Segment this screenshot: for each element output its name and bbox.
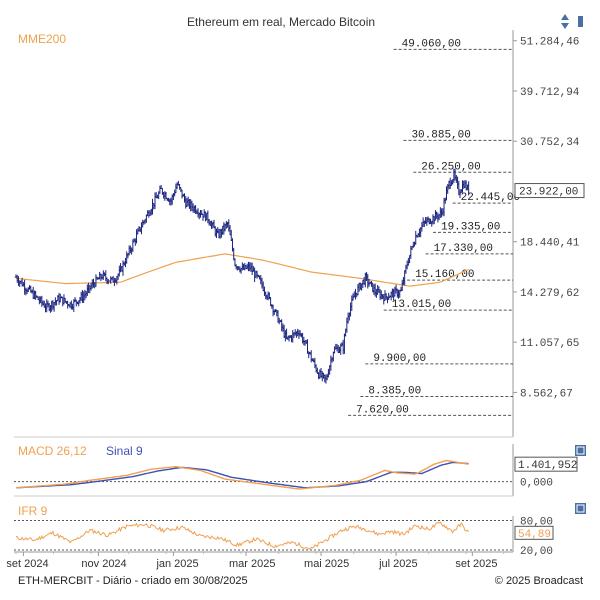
ifr-y-tick-label: 20,00 <box>520 546 553 558</box>
level-label: 15.160,00 <box>415 269 474 281</box>
price-panel: MME200 51.284,46 39.712,94 30.752,34 18.440… <box>14 30 585 438</box>
level-label: 30.885,00 <box>411 129 470 141</box>
scroll-indicator[interactable] <box>578 16 583 27</box>
x-tick-label: mar 2025 <box>229 558 275 570</box>
level-label: 22.445,00 <box>461 192 520 204</box>
level-label: 26.250,00 <box>421 161 480 173</box>
x-tick-label: jan 2025 <box>155 558 198 570</box>
macd-settings-icon[interactable] <box>575 445 586 456</box>
price-y-tick-label: 39.712,94 <box>520 87 580 99</box>
chart-title: Ethereum em real, Mercado Bitcoin <box>187 15 375 29</box>
level-label: 7.620,00 <box>356 404 409 416</box>
x-tick-label: mai 2025 <box>304 558 349 570</box>
ifr-y-tick-label: 80,00 <box>520 516 553 528</box>
signal-label: Sinal 9 <box>106 444 143 458</box>
macd-last-value-box: 1.401,952 <box>514 456 578 472</box>
level-label: 13.015,00 <box>392 299 451 311</box>
ifr-last-value-box: 54,89 <box>514 525 554 541</box>
x-tick-label: jul 2025 <box>378 558 418 570</box>
footer-left: ETH-MERCBIT - Diário - criado em 30/08/2… <box>18 575 248 587</box>
mme200-line <box>15 253 469 287</box>
price-y-tick-label: 11.057,65 <box>520 338 579 350</box>
price-y-tick-label: 30.752,34 <box>520 137 580 149</box>
mme200-label: MME200 <box>18 32 66 46</box>
macd-label: MACD 26,12 <box>18 444 87 458</box>
level-label: 17.330,00 <box>434 243 493 255</box>
ifr-panel: IFR 9 80,00 20,00 54,89 <box>14 503 586 558</box>
price-y-tick-label: 51.284,46 <box>520 37 579 49</box>
macd-panel: MACD 26,12 Sinal 9 0,000 1.401,952 <box>14 444 586 497</box>
last-price-box: 23.922,00 <box>514 183 585 199</box>
ifr-line <box>15 521 469 550</box>
ifr-last-value: 54,89 <box>518 529 551 541</box>
macd-y-tick-label: 0,000 <box>520 478 553 490</box>
x-tick-label: set 2025 <box>455 558 497 570</box>
level-label: 9.900,00 <box>373 353 426 365</box>
time-axis: set 2024 nov 2024 jan 2025 mar 2025 mai 2025… <box>6 551 513 570</box>
up-down-arrows-icon[interactable] <box>561 14 569 29</box>
last-price-label: 23.922,00 <box>519 187 578 199</box>
level-label: 49.060,00 <box>402 38 461 50</box>
signal-line <box>15 461 469 489</box>
level-label: 8.385,00 <box>368 386 421 398</box>
x-tick-label: nov 2024 <box>81 558 126 570</box>
macd-last-value: 1.401,952 <box>518 460 577 472</box>
price-y-tick-label: 8.562,67 <box>520 388 573 400</box>
ifr-settings-icon[interactable] <box>575 503 586 514</box>
ifr-label: IFR 9 <box>18 504 48 518</box>
price-y-tick-label: 18.440,41 <box>520 238 580 250</box>
level-label: 19.335,00 <box>441 221 500 233</box>
price-y-tick-label: 14.279,62 <box>520 288 579 300</box>
footer-right: © 2025 Broadcast <box>495 575 583 587</box>
x-tick-label: set 2024 <box>6 558 48 570</box>
macd-line <box>15 459 469 490</box>
